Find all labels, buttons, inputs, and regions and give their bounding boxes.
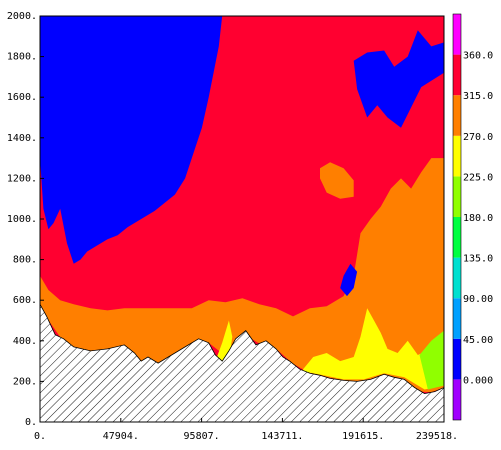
contour-region-orange-blob [320,162,354,199]
colorbar-label: 180.0 [463,213,493,224]
contour-region-blue-main [40,16,223,264]
colorbar-band [453,257,461,299]
x-tick-label: 239518. [416,431,458,442]
colorbar-band [453,95,461,136]
contour-fields [40,16,444,422]
colorbar-label: 225.0 [463,172,493,183]
y-tick-label: 1800. [7,52,37,63]
contour-region-blue-right [353,30,444,128]
colorbar-label: 90.00 [463,294,493,305]
colorbar-band [453,298,461,339]
x-tick-label: 191615. [342,431,384,442]
x-tick-label: 0. [34,431,46,442]
x-axis-ticks: 0. 47904. 95807. 143711. 191615. 239518. [34,418,458,442]
y-tick-label: 2000. [7,11,37,22]
terrain-hatch [40,303,444,422]
colorbar-label: 45.00 [463,335,493,346]
contour-region-orange [40,158,444,393]
colorbar-label: 315.0 [463,91,493,102]
terrain-mask [40,303,444,422]
colorbar-band [453,135,461,177]
y-tick-label: 1400. [7,133,37,144]
y-tick-label: 800. [13,255,37,266]
colorbar-label: 360.0 [463,51,493,62]
contour-region-green [419,330,444,390]
x-tick-label: 47904. [103,431,139,442]
colorbar-band [453,379,461,420]
x-tick-label: 143711. [261,431,303,442]
colorbar-band [453,54,461,96]
y-tick-label: 400. [13,336,37,347]
y-axis-ticks: 0. 200. 400. 600. 800. 1000. 1200. 1400. 1600. 18… [7,11,44,428]
colorbar-label: 270.0 [463,132,493,143]
x-tick-label: 95807. [184,431,220,442]
contour-region-blue-blob [340,263,358,297]
colorbar-frame [452,13,462,421]
y-tick-label: 600. [13,295,37,306]
colorbar-band [453,176,461,217]
colorbar: 0.000 45.00 90.00 135.0 180.0 225.0 270.0 315.0… [452,13,493,421]
y-tick-label: 1000. [7,214,37,225]
colorbar-band [453,14,461,55]
contour-region-yellow-2 [303,308,444,390]
colorbar-label: 0.000 [463,375,493,386]
colorbar-band [453,338,461,380]
y-tick-label: 200. [13,376,37,387]
colorbar-band [453,217,461,258]
y-tick-label: 0. [25,417,37,428]
colorbar-label: 135.0 [463,254,493,265]
y-tick-label: 1200. [7,173,37,184]
y-tick-label: 1600. [7,92,37,103]
